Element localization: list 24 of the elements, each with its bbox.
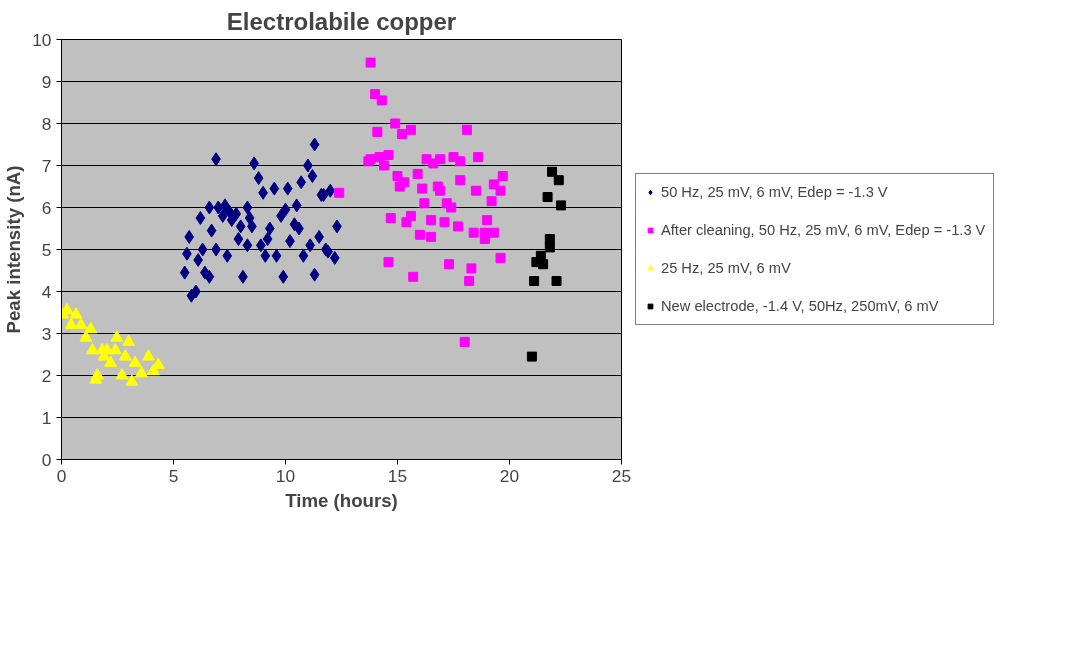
y-tick-label: 8 <box>41 113 52 134</box>
y-tick-label: 6 <box>41 197 52 218</box>
y-tick-label: 1 <box>41 407 52 428</box>
y-tick-label: 2 <box>41 365 52 386</box>
legend-label: 50 Hz, 25 mV, 6 mV, Edep = -1.3 V <box>661 184 888 200</box>
x-tick-label: 25 <box>611 465 632 486</box>
x-axis-title: Time (hours) <box>285 489 398 511</box>
x-tick-label: 5 <box>168 465 179 486</box>
x-tick-label: 20 <box>499 465 520 486</box>
x-tick-label: 0 <box>56 465 67 486</box>
y-tick-label: 5 <box>41 239 52 260</box>
y-axis-title: Peak intensity (nA) <box>3 165 25 334</box>
y-tick-label: 4 <box>41 281 52 302</box>
y-tick-label: 7 <box>41 155 52 176</box>
x-tick-label: 10 <box>275 465 296 486</box>
y-tick-label: 3 <box>41 323 52 344</box>
y-tick-label: 9 <box>41 71 52 92</box>
x-tick-label: 15 <box>387 465 408 486</box>
y-tick-label: 0 <box>41 449 52 470</box>
legend-label: New electrode, -1.4 V, 50Hz, 250mV, 6 mV <box>661 298 939 314</box>
y-tick-label: 10 <box>32 29 52 50</box>
legend-label: 25 Hz, 25 mV, 6 mV <box>661 260 791 276</box>
chart-title: Electrolabile copper <box>226 7 457 35</box>
legend-label: After cleaning, 50 Hz, 25 mV, 6 mV, Edep = -1.3 V <box>661 222 986 238</box>
